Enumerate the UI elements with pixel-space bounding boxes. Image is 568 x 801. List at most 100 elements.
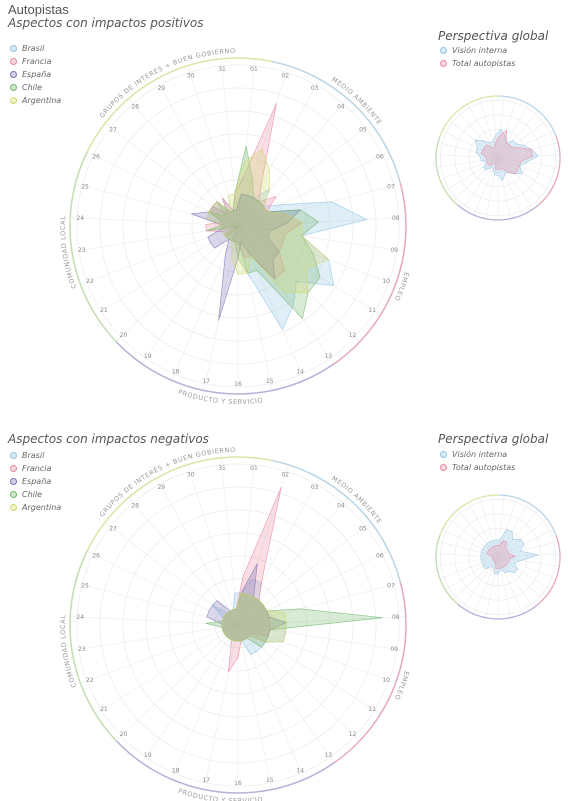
grid-spoke (237, 225, 335, 365)
legend-item-vision-interna: Visión interna (440, 44, 515, 57)
spoke-label-09: 09 (390, 646, 398, 653)
spoke-label-25: 25 (81, 583, 89, 590)
grid-spoke (497, 157, 523, 216)
grid-spoke (237, 217, 406, 227)
series-argentina (221, 592, 287, 643)
spoke-label-01: 01 (250, 465, 258, 472)
grid-spoke (497, 556, 551, 591)
grid-spoke (497, 154, 560, 159)
grid-spoke (497, 98, 517, 159)
grid-spoke (80, 225, 239, 285)
spoke-label-23: 23 (78, 247, 86, 254)
spoke-label-24: 24 (76, 215, 84, 222)
grid-spoke (497, 142, 559, 159)
category-arc-grupos-de-interes-buen-gobierno (86, 456, 272, 552)
negative-legend: Brasil Francia España Chile Argentina (10, 449, 61, 514)
grid-spoke (491, 495, 499, 558)
grid-spoke (436, 553, 499, 558)
spoke-label-07: 07 (387, 184, 395, 191)
legend-item-argentina: Argentina (10, 501, 61, 514)
series-vision-interna (480, 529, 540, 575)
grid-spoke (445, 157, 499, 192)
category-arc-producto-y-servicio (115, 341, 335, 395)
grid-spoke (70, 217, 239, 227)
grid-spoke (467, 502, 499, 558)
grid-spoke (442, 130, 499, 159)
grid-spoke (473, 157, 499, 216)
radar-series (205, 486, 383, 673)
grid-spoke (237, 477, 320, 626)
grid-spoke (497, 497, 517, 558)
grid-spoke (497, 495, 505, 558)
category-arc-comunidad-local (435, 136, 459, 206)
grid-spoke (237, 464, 289, 626)
legend-label: Argentina (22, 503, 62, 512)
legend-item-vision-interna: Visión interna (440, 448, 515, 461)
legend-label: Argentina (22, 96, 62, 105)
grid-spoke (95, 225, 239, 316)
legend-swatch (10, 478, 17, 485)
legend-swatch (440, 464, 447, 471)
spoke-label-05: 05 (359, 525, 367, 532)
grid-spoke (116, 225, 239, 342)
grid-spoke (237, 122, 372, 227)
spoke-label-14: 14 (296, 767, 304, 774)
legend-label: Francia (22, 57, 52, 66)
grid-spoke (237, 624, 396, 684)
spoke-label-15: 15 (266, 378, 274, 385)
grid-spoke (141, 225, 239, 365)
series-chile (206, 145, 321, 320)
grid-spoke (497, 157, 544, 201)
grid-spoke (237, 98, 348, 227)
spoke-label-03: 03 (311, 85, 319, 92)
positive-legend: Brasil Francia España Chile Argentina (10, 42, 61, 107)
legend-item-francia: Francia (10, 462, 61, 475)
spoke-label-16: 16 (234, 381, 242, 388)
grid-spoke (75, 183, 239, 227)
legend-item-espana: España (10, 68, 61, 81)
grid-spoke (448, 518, 499, 558)
grid-spoke (237, 225, 405, 252)
grid-spoke (436, 556, 499, 567)
spoke-label-30: 30 (187, 471, 195, 478)
grid-spoke (187, 464, 239, 626)
grid-spoke (220, 58, 239, 227)
grid-spoke (497, 556, 560, 567)
spoke-label-17: 17 (202, 378, 210, 385)
spoke-label-25: 25 (81, 184, 89, 191)
radar-series (191, 102, 368, 331)
spoke-label-09: 09 (390, 247, 398, 254)
legend-item-total-autopistas: Total autopistas (440, 57, 515, 70)
spoke-label-06: 06 (376, 553, 384, 560)
grid-spoke (452, 556, 499, 600)
grid-spoke (71, 624, 239, 651)
positive-global-legend: Visión interna Total autopistas (440, 44, 515, 70)
grid-spoke (237, 225, 360, 342)
spoke-label-26: 26 (92, 553, 100, 560)
legend-item-brasil: Brasil (10, 449, 61, 462)
legend-label: Brasil (22, 44, 45, 53)
category-arc-empleo (333, 183, 407, 365)
spoke-label-02: 02 (281, 72, 289, 79)
category-arc-producto-y-servicio (457, 204, 539, 221)
legend-item-espana: España (10, 475, 61, 488)
grid-spoke (437, 142, 499, 159)
grid-spoke (497, 157, 534, 210)
spoke-label-01: 01 (250, 66, 258, 73)
grid-spoke (497, 130, 554, 159)
grid-spoke (156, 477, 239, 626)
grid-spoke (220, 457, 239, 626)
page-title: Autopistas (8, 2, 69, 17)
category-arc-comunidad-local (69, 550, 117, 742)
legend-swatch (10, 452, 17, 459)
spoke-label-11: 11 (368, 706, 376, 713)
spoke-labels: 01 02 03 04 05 06 07 08 09 10 11 12 13 14 15 16 17 18 19 20… (76, 465, 399, 787)
grid-spoke (237, 225, 305, 381)
category-arc-comunidad-local (435, 535, 459, 605)
grid-spoke (436, 154, 499, 159)
spoke-label-24: 24 (76, 614, 84, 621)
category-arc-medio-ambiente (497, 494, 557, 536)
grid-spoke (457, 509, 499, 558)
